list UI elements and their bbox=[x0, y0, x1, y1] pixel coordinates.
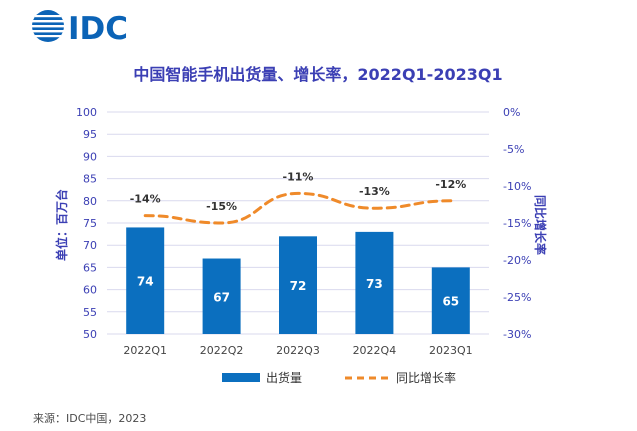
bar-value-label: 67 bbox=[213, 290, 230, 304]
growth-value-label: -13% bbox=[359, 185, 390, 198]
chart-title: 中国智能手机出货量、增长率，2022Q1-2023Q1 bbox=[133, 65, 502, 84]
growth-value-label: -12% bbox=[435, 178, 466, 191]
x-tick-label: 2022Q2 bbox=[200, 344, 244, 357]
y2-tick-label: -5% bbox=[503, 143, 524, 156]
bar-value-label: 65 bbox=[442, 295, 459, 309]
x-tick-label: 2023Q1 bbox=[429, 344, 473, 357]
source-note: 来源：IDC中国，2023 bbox=[33, 412, 147, 425]
bar bbox=[126, 227, 165, 334]
y-tick-label: 80 bbox=[83, 195, 97, 208]
legend-bar-label: 出货量 bbox=[266, 370, 302, 385]
y2-tick-label: -20% bbox=[503, 254, 531, 267]
y-tick-label: 85 bbox=[83, 173, 97, 186]
x-axis-ticks: 2022Q1 2022Q2 2022Q3 2022Q4 2023Q1 bbox=[123, 344, 472, 357]
y-axis-ticks: 100 95 90 85 80 75 70 65 60 55 50 bbox=[76, 106, 97, 341]
idc-logo: IDC bbox=[32, 10, 128, 47]
y-tick-label: 55 bbox=[83, 306, 97, 319]
legend-bar-swatch bbox=[222, 373, 260, 382]
y2-tick-label: -25% bbox=[503, 291, 531, 304]
y-tick-label: 65 bbox=[83, 261, 97, 274]
y2-axis-label: 同比增长率 bbox=[533, 195, 548, 255]
y2-tick-label: 0% bbox=[503, 106, 520, 119]
bar-value-label: 72 bbox=[290, 279, 307, 293]
growth-value-label: -15% bbox=[206, 200, 237, 213]
y-tick-label: 100 bbox=[76, 106, 97, 119]
bar bbox=[355, 231, 394, 334]
bar bbox=[202, 258, 241, 334]
growth-line-series: -14% -15% -11% -13% -12% bbox=[130, 170, 466, 225]
growth-value-label: -14% bbox=[130, 193, 161, 206]
bar-value-label: 74 bbox=[137, 275, 154, 289]
y-tick-label: 50 bbox=[83, 328, 97, 341]
growth-value-label: -11% bbox=[283, 170, 314, 183]
growth-line bbox=[143, 191, 453, 225]
y-tick-label: 70 bbox=[83, 239, 97, 252]
y-tick-label: 90 bbox=[83, 150, 97, 163]
x-tick-label: 2022Q3 bbox=[276, 344, 320, 357]
bar bbox=[431, 267, 470, 334]
y-tick-label: 95 bbox=[83, 128, 97, 141]
globe-icon bbox=[32, 10, 64, 42]
y2-tick-label: -10% bbox=[503, 180, 531, 193]
logo-text: IDC bbox=[68, 11, 128, 47]
bar-value-label: 73 bbox=[366, 277, 383, 291]
y2-axis-ticks: 0% -5% -10% -15% -20% -25% -30% bbox=[503, 106, 531, 341]
x-tick-label: 2022Q4 bbox=[353, 344, 397, 357]
legend: 出货量 同比增长率 bbox=[222, 370, 456, 385]
y-axis-label: 单位：百万台 bbox=[54, 189, 69, 261]
legend-line-label: 同比增长率 bbox=[396, 370, 456, 385]
y2-tick-label: -30% bbox=[503, 328, 531, 341]
bar bbox=[279, 236, 317, 334]
y-tick-label: 60 bbox=[83, 284, 97, 297]
y2-tick-label: -15% bbox=[503, 217, 531, 230]
x-tick-label: 2022Q1 bbox=[123, 344, 167, 357]
bar-series: 74 67 72 73 65 bbox=[126, 227, 470, 334]
y-tick-label: 75 bbox=[83, 217, 97, 230]
